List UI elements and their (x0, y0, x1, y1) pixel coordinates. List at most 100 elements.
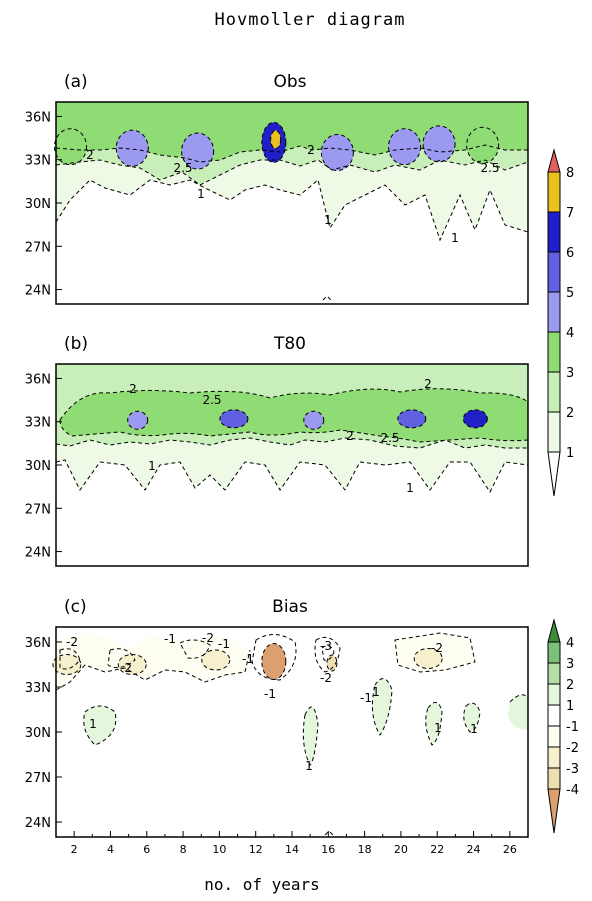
panel-b-title: T80 (273, 334, 306, 354)
panel-c-contour-label: 1 (305, 759, 313, 773)
panel-c-ytick-label: 30N (25, 726, 51, 741)
colorbar-bottom-segment (547, 641, 561, 664)
panel-c-ytick-label: 36N (25, 636, 51, 651)
panel-a-blob-5 (320, 134, 354, 171)
colorbar-top-segment (547, 251, 561, 293)
colorbar-bottom-segment (547, 704, 561, 727)
colorbar-bottom-tick-label: 3 (566, 657, 574, 672)
panel-a-blob-7 (422, 125, 456, 163)
panel-b-contour-label: 2 (424, 377, 432, 391)
panel-c-contour-label: -1 (242, 652, 254, 666)
panel-b-blobs (127, 409, 488, 430)
colorbar-top-segment (547, 411, 561, 453)
panel-a-ytick-label: 24N (25, 284, 51, 299)
panel-c-ytick-label: 27N (25, 771, 51, 786)
panel-c-contour-label: -2 (202, 631, 214, 645)
colorbar-top-tick-label: 4 (566, 326, 574, 341)
x-axis-label: no. of years (204, 875, 320, 894)
colorbar-top-segment (547, 171, 561, 213)
panel-a-ytick-label: 27N (25, 240, 51, 255)
colorbar-bottom-tick-label: 4 (566, 636, 574, 651)
panel-c-b1-region-3 (425, 702, 442, 745)
panel-c-contour-label: -2 (431, 641, 443, 655)
panel-c-contour-label: 1 (470, 722, 478, 736)
colorbar-bottom-segment (547, 662, 561, 685)
panel-c-contour-label: 1 (372, 685, 380, 699)
panel-a-blob-6 (388, 128, 422, 166)
colorbar-bottom: 4 3 2 1 -1 -2 -3 -4 (547, 618, 579, 834)
x-tick-label: 6 (143, 843, 150, 856)
panel-b-blob-2 (303, 410, 325, 430)
panel-a-blob-4 (270, 130, 282, 150)
colorbar-bottom-tick-label: -3 (566, 762, 579, 777)
x-tick-label: 18 (358, 843, 372, 856)
colorbar-top: 8 7 6 5 4 3 2 1 (547, 148, 574, 497)
colorbar-bottom-tick-label: 2 (566, 678, 574, 693)
colorbar-bottom-segment (547, 767, 561, 790)
colorbar-bottom-segment (547, 746, 561, 769)
panel-a-ytick-label: 30N (25, 197, 51, 212)
x-tick-label: 10 (212, 843, 226, 856)
panel-c-title: Bias (272, 597, 308, 617)
panel-c-contour-label: -2 (320, 671, 332, 685)
panel-a-ytick-label: 36N (25, 110, 51, 125)
panel-c-contour-label: -1 (360, 691, 372, 705)
panel-c-b1-region-1 (303, 707, 318, 765)
colorbar-bottom-segment (547, 683, 561, 706)
panel-b-blob-0 (127, 410, 149, 430)
panel-a-blob-1 (115, 129, 149, 167)
colorbar-top-segment (547, 371, 561, 413)
x-tick-label: 22 (430, 843, 444, 856)
colorbar-bottom-tick-label: 1 (566, 699, 574, 714)
panel-c-contour-label: -2 (120, 661, 132, 675)
panel-c-letter: (c) (64, 597, 87, 617)
panel-c-contour-label: -1 (264, 687, 276, 701)
x-tick-label: 14 (285, 843, 299, 856)
colorbar-top-tick-label: 8 (566, 166, 574, 181)
x-tick-label: 26 (503, 843, 517, 856)
panel-a-contours (55, 144, 529, 301)
panel-a-title: Obs (273, 72, 306, 92)
panel-c-b1-region-2 (372, 678, 392, 735)
colorbar-top-segment (547, 211, 561, 253)
panel-b-contour-labels: 2 2.5 1 2 2.5 2 1 (129, 377, 432, 495)
panel-c-contour-label: -2 (66, 635, 78, 649)
colorbar-top-tick-label: 1 (566, 446, 574, 461)
panel-b-blob-3 (397, 409, 427, 429)
panel-b-contours (55, 388, 529, 493)
colorbar-top-tick-label: 2 (566, 406, 574, 421)
panel-a-ytick-label: 33N (25, 154, 51, 169)
x-tick-label: 24 (467, 843, 481, 856)
panel-a-contour-labels: 2 2.5 1 2 1 1 2.5 (86, 143, 499, 245)
colorbar-bottom-bottom-arrow (547, 788, 561, 834)
panel-c-b1-region-6 (83, 706, 116, 745)
panel-b-level3-region (60, 388, 528, 442)
panel-b-yticks: 36N 33N 30N 27N 24N (25, 372, 62, 561)
panel-b-contour-label: 1 (406, 481, 414, 495)
panel-a-contour-label: 2.5 (173, 161, 192, 175)
panel-c-b1-region-5 (508, 694, 528, 730)
colorbar-top-tick-label: 6 (566, 246, 574, 261)
panel-c-blob-0 (261, 643, 287, 680)
panel-a-contour-label: 2 (86, 148, 94, 162)
panel-c-contour-label: 1 (434, 721, 442, 735)
panel-b-ytick-label: 27N (25, 502, 51, 517)
colorbar-bottom-tick-label: -1 (566, 720, 579, 735)
panel-b-fill (56, 364, 528, 566)
panel-b-ytick-label: 24N (25, 546, 51, 561)
panel-c-b1-region-4 (463, 703, 480, 732)
colorbar-top-segment (547, 291, 561, 333)
panel-a-contour-label: 1 (451, 231, 459, 245)
panel-a-blob-0 (54, 128, 88, 166)
panel-c-yticks: 36N 33N 30N 27N 24N (25, 636, 62, 831)
panel-c-bm2-region (56, 632, 250, 690)
panel-c-contour-label: -1 (218, 637, 230, 651)
panel-b-blob-1 (219, 409, 249, 429)
colorbar-bottom-segment (547, 725, 561, 748)
panel-c-blob-2 (52, 654, 82, 675)
panel-c-ytick-label: 24N (25, 816, 51, 831)
colorbar-top-segment (547, 331, 561, 373)
